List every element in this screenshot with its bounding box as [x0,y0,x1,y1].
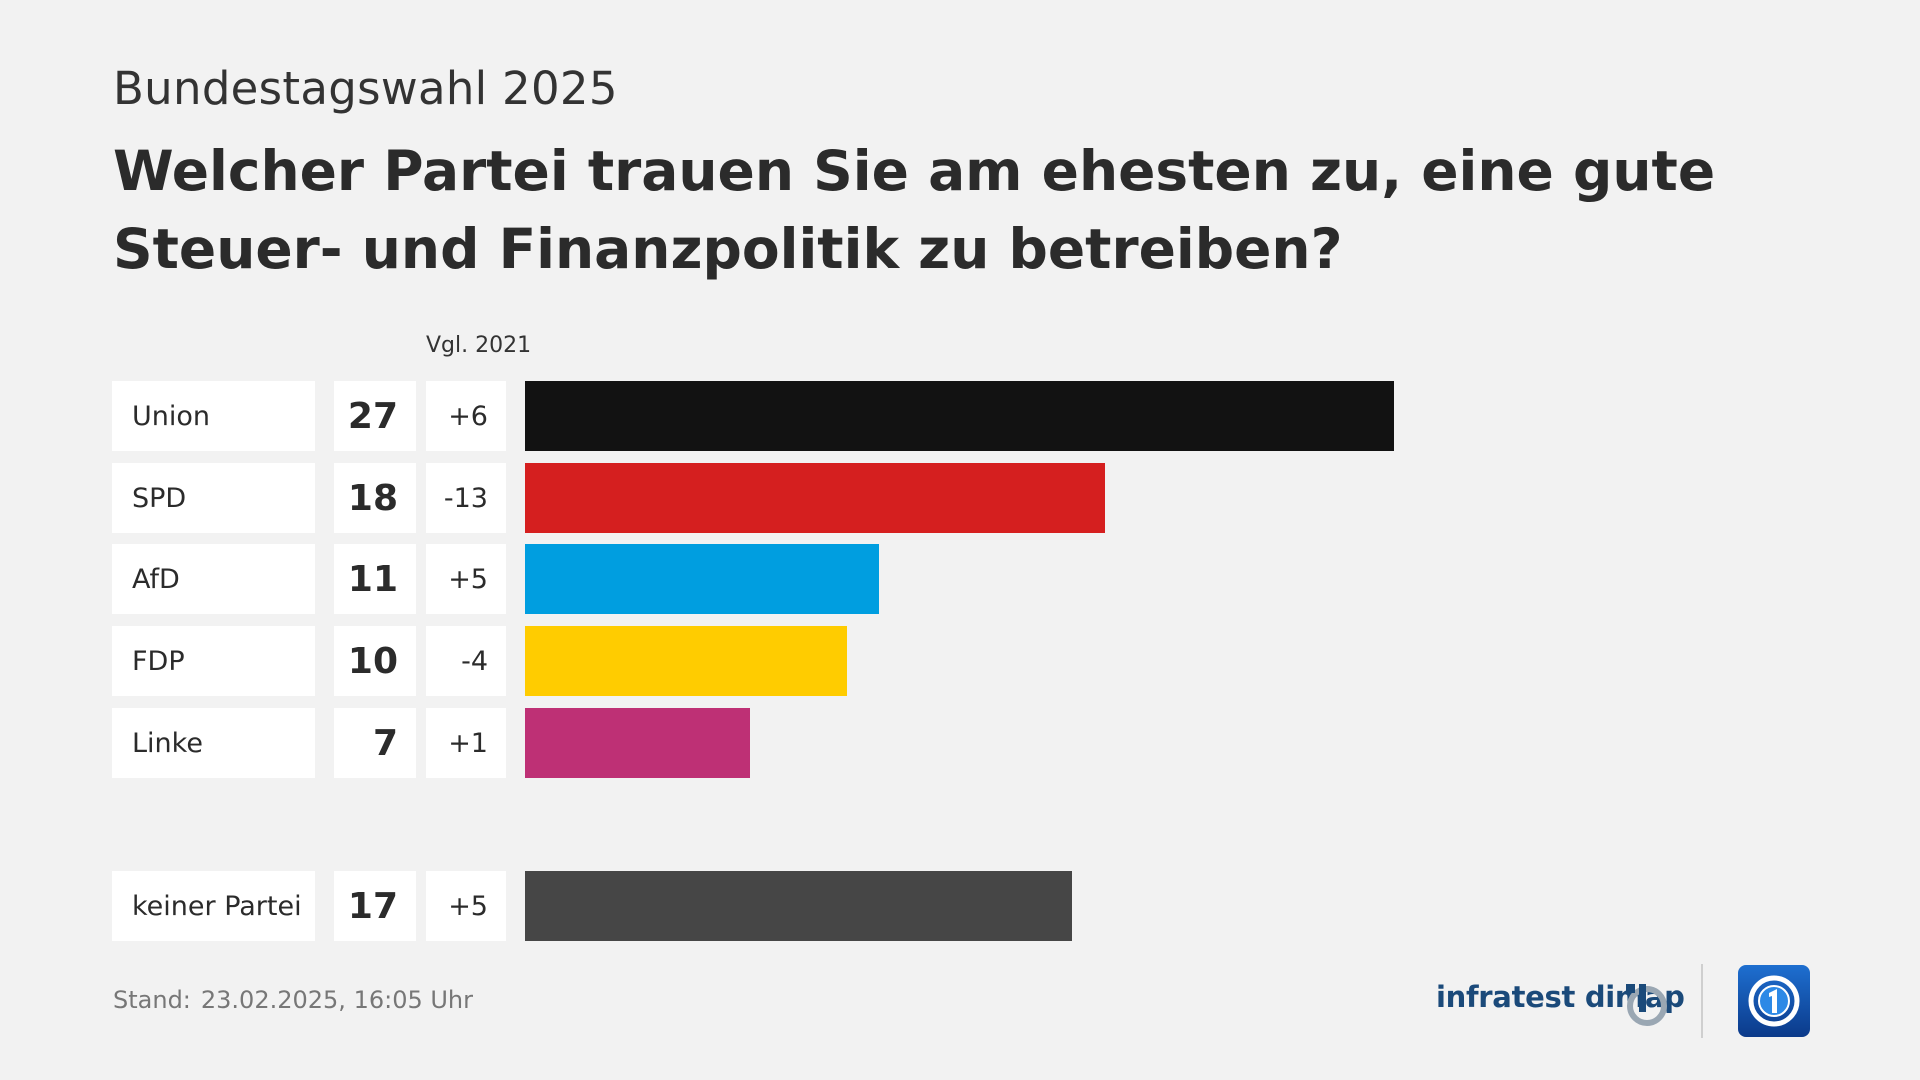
bar-linke [525,708,750,778]
comparison-label: Vgl. 2021 [426,333,532,358]
bar-spd [525,463,1105,533]
party-label: AfD [112,544,315,614]
value-label: 18 [334,463,416,533]
change-label: +5 [426,871,506,941]
bar-keiner-partei [525,871,1072,941]
value-label: 17 [334,871,416,941]
change-label: +5 [426,544,506,614]
change-label: +1 [426,708,506,778]
change-label: -4 [426,626,506,696]
value-label: 11 [334,544,416,614]
party-label: Linke [112,708,315,778]
value-label: 27 [334,381,416,451]
party-label: SPD [112,463,315,533]
value-label: 10 [334,626,416,696]
footer-divider [1701,964,1703,1038]
stand-label: Stand: [113,986,191,1014]
change-label: +6 [426,381,506,451]
change-label: -13 [426,463,506,533]
party-label: keiner Partei [112,871,315,941]
party-label: FDP [112,626,315,696]
value-label: 7 [334,708,416,778]
party-label: Union [112,381,315,451]
subtitle: Bundestagswahl 2025 [113,62,618,115]
infratest-dimap-mark-icon [1626,984,1667,1026]
bar-afd [525,544,879,614]
ard-tagesschau-logo-icon [1738,965,1810,1037]
stand-value: 23.02.2025, 16:05 Uhr [200,986,473,1014]
bar-fdp [525,626,847,696]
bar-union [525,381,1394,451]
page-title: Welcher Partei trauen Sie am ehesten zu,… [113,139,1716,281]
footer-stand: Stand: 23.02.2025, 16:05 Uhr [113,986,473,1014]
